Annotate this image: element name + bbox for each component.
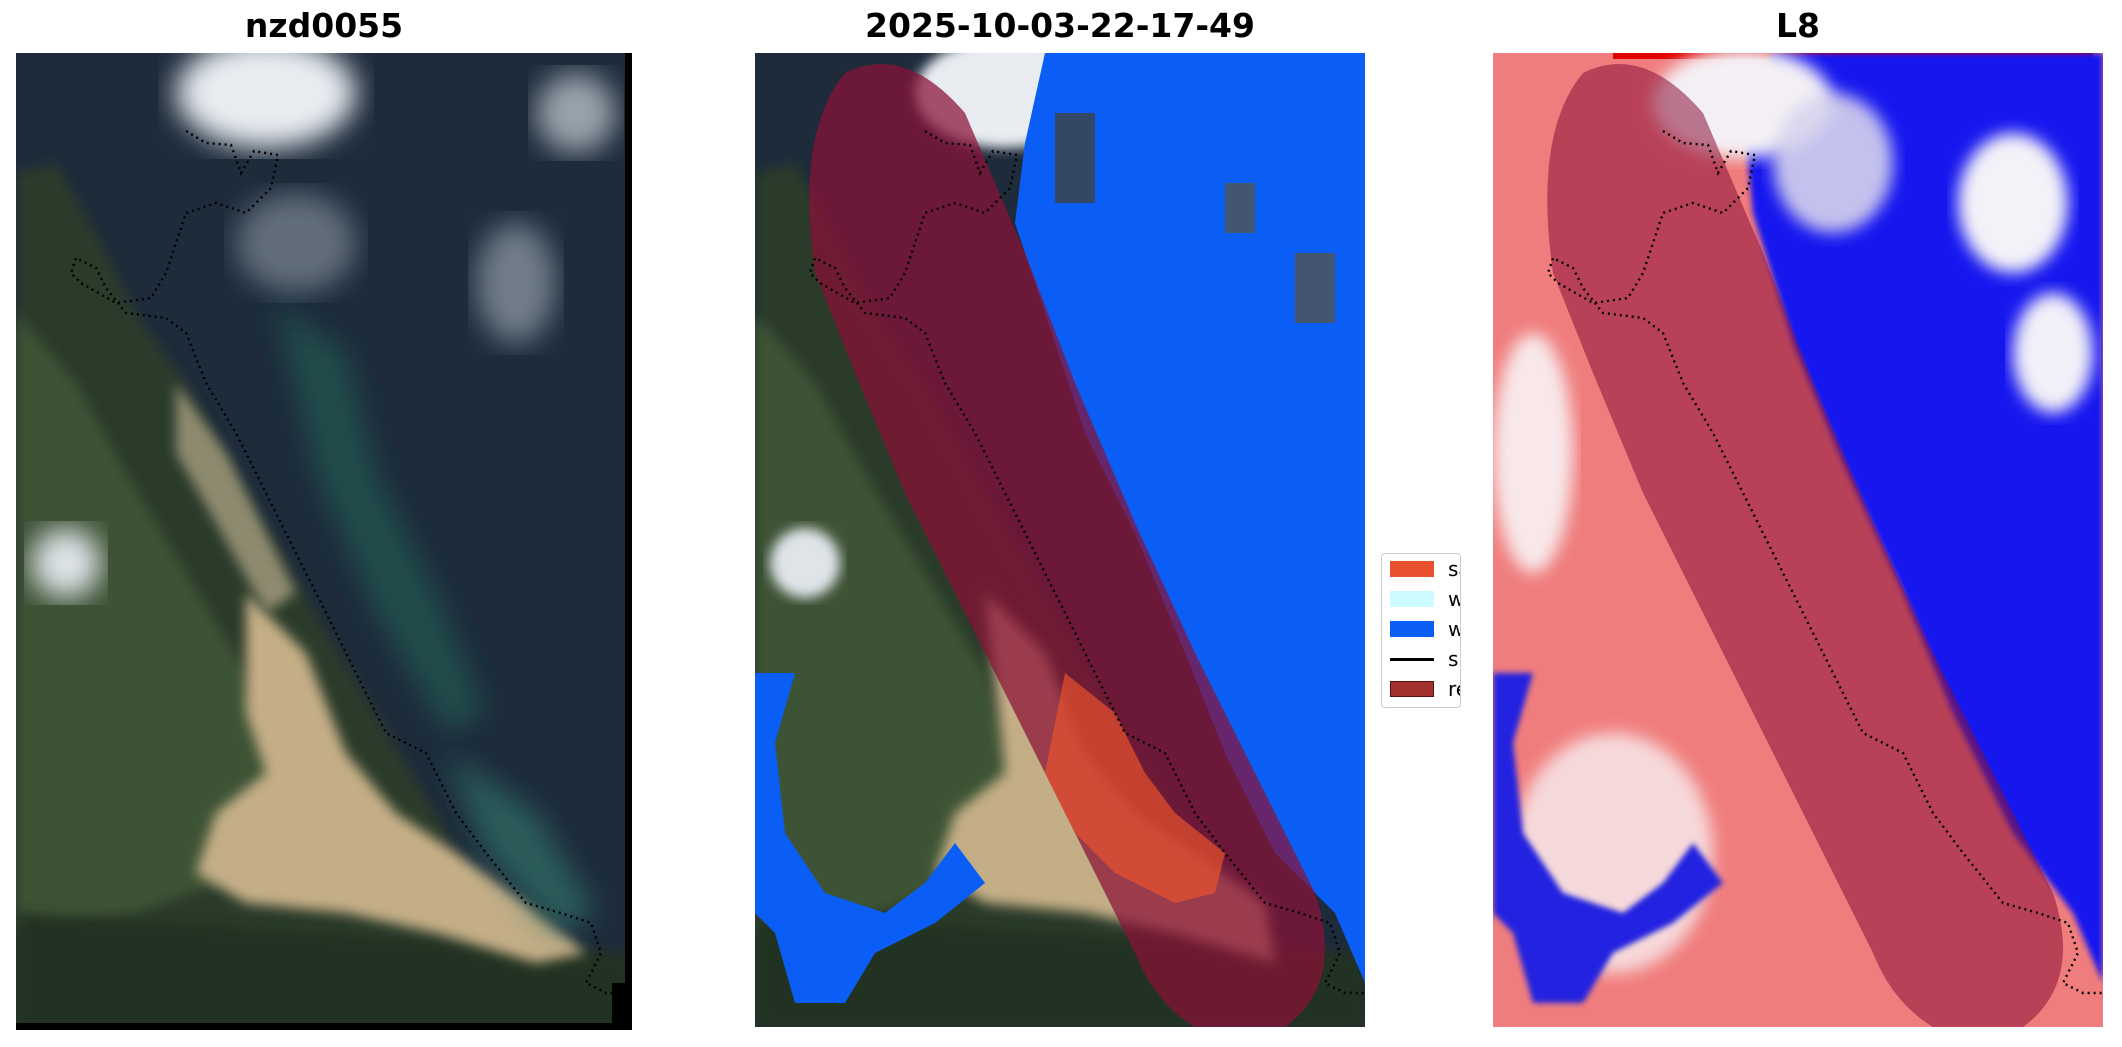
- legend-swatch-reference-buffer: [1390, 681, 1434, 697]
- panel-title-index: L8: [1776, 6, 1820, 45]
- legend-item-water: water: [1390, 617, 1460, 641]
- legend-swatch-white-water: [1390, 591, 1434, 607]
- legend-line-shoreline: [1390, 657, 1434, 661]
- legend-swatch-sand: [1390, 561, 1434, 577]
- legend-item-white-water: white-water: [1390, 587, 1460, 611]
- legend-label: shoreline: [1448, 647, 1460, 671]
- panel-title-classification: 2025-10-03-22-17-49: [865, 6, 1255, 45]
- panel-title-reference: nzd0055: [244, 6, 404, 45]
- legend-label: white-water: [1448, 587, 1460, 611]
- satellite-rgb-image: [16, 53, 632, 1030]
- legend-item-shoreline: shoreline: [1390, 647, 1460, 671]
- legend-label: water: [1448, 617, 1460, 641]
- legend: sand white-water water shoreline referen…: [1381, 553, 1461, 708]
- legend-label: reference shoreline buffer: [1448, 677, 1460, 701]
- legend-swatch-water: [1390, 621, 1434, 637]
- legend-item-sand: sand: [1390, 557, 1460, 581]
- legend-item-reference-buffer: reference shoreline buffer: [1390, 677, 1460, 701]
- index-heatmap-overlay: [1493, 53, 2103, 1027]
- classified-image-overlay: [755, 53, 1365, 1027]
- legend-label: sand: [1448, 557, 1460, 581]
